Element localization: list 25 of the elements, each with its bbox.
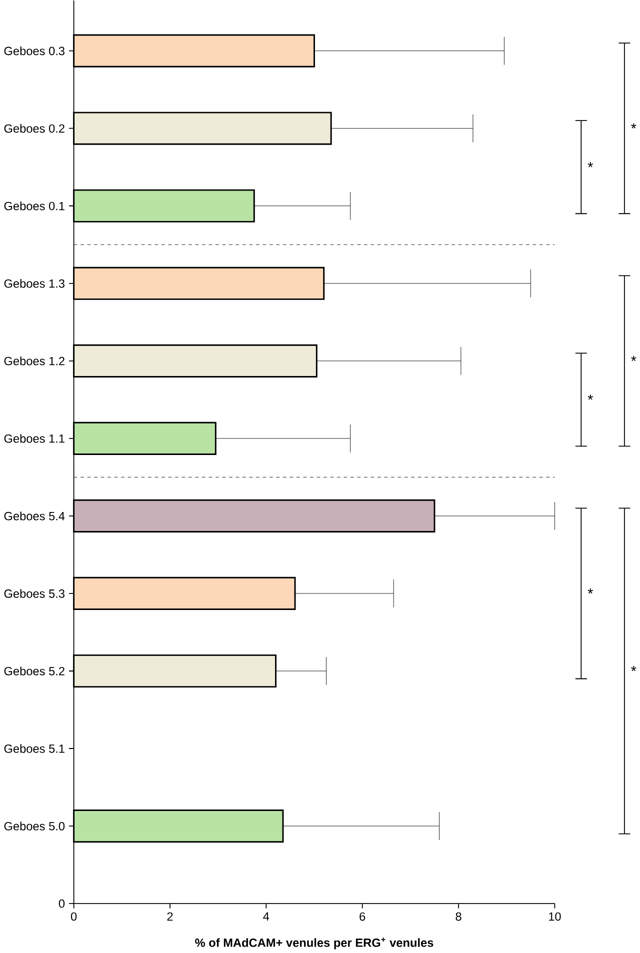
y-tick-label: Geboes 0.2 xyxy=(4,124,64,133)
x-tick-label: 2 xyxy=(167,912,173,921)
text: * xyxy=(630,666,636,672)
x-tick-label: 6 xyxy=(360,912,365,921)
y-tick-label: Geboes 0.3 xyxy=(4,46,64,56)
y-tick-label: Geboes 5.1 xyxy=(4,744,64,753)
y-tick-label: 0 xyxy=(58,899,64,908)
y-tick-label: Geboes 0.1 xyxy=(4,202,64,210)
text: * xyxy=(588,588,593,594)
text: * xyxy=(630,356,636,362)
x-axis-title: % of MAdCAM+ venules per ERG$^{+}$ venules xyxy=(194,937,434,950)
x-tick-label: 8 xyxy=(456,912,462,921)
x-tick-label: 0 xyxy=(70,912,77,921)
y-tick-label: Geboes 5.2 xyxy=(4,666,64,676)
text: * xyxy=(588,162,593,168)
x-tick-label: 10 xyxy=(548,912,561,921)
y-tick-label: Geboes 5.4 xyxy=(4,512,65,520)
text: * xyxy=(630,123,636,128)
x-tick-label: 4 xyxy=(263,912,269,920)
y-tick-label: Geboes 1.2 xyxy=(4,356,64,366)
y-tick-label: Geboes 1.1 xyxy=(4,434,64,443)
y-tick-label: Geboes 5.0 xyxy=(4,822,64,830)
y-tick-label: Geboes 1.3 xyxy=(4,279,64,288)
text: * xyxy=(588,394,593,400)
y-tick-label: Geboes 5.3 xyxy=(4,589,64,598)
